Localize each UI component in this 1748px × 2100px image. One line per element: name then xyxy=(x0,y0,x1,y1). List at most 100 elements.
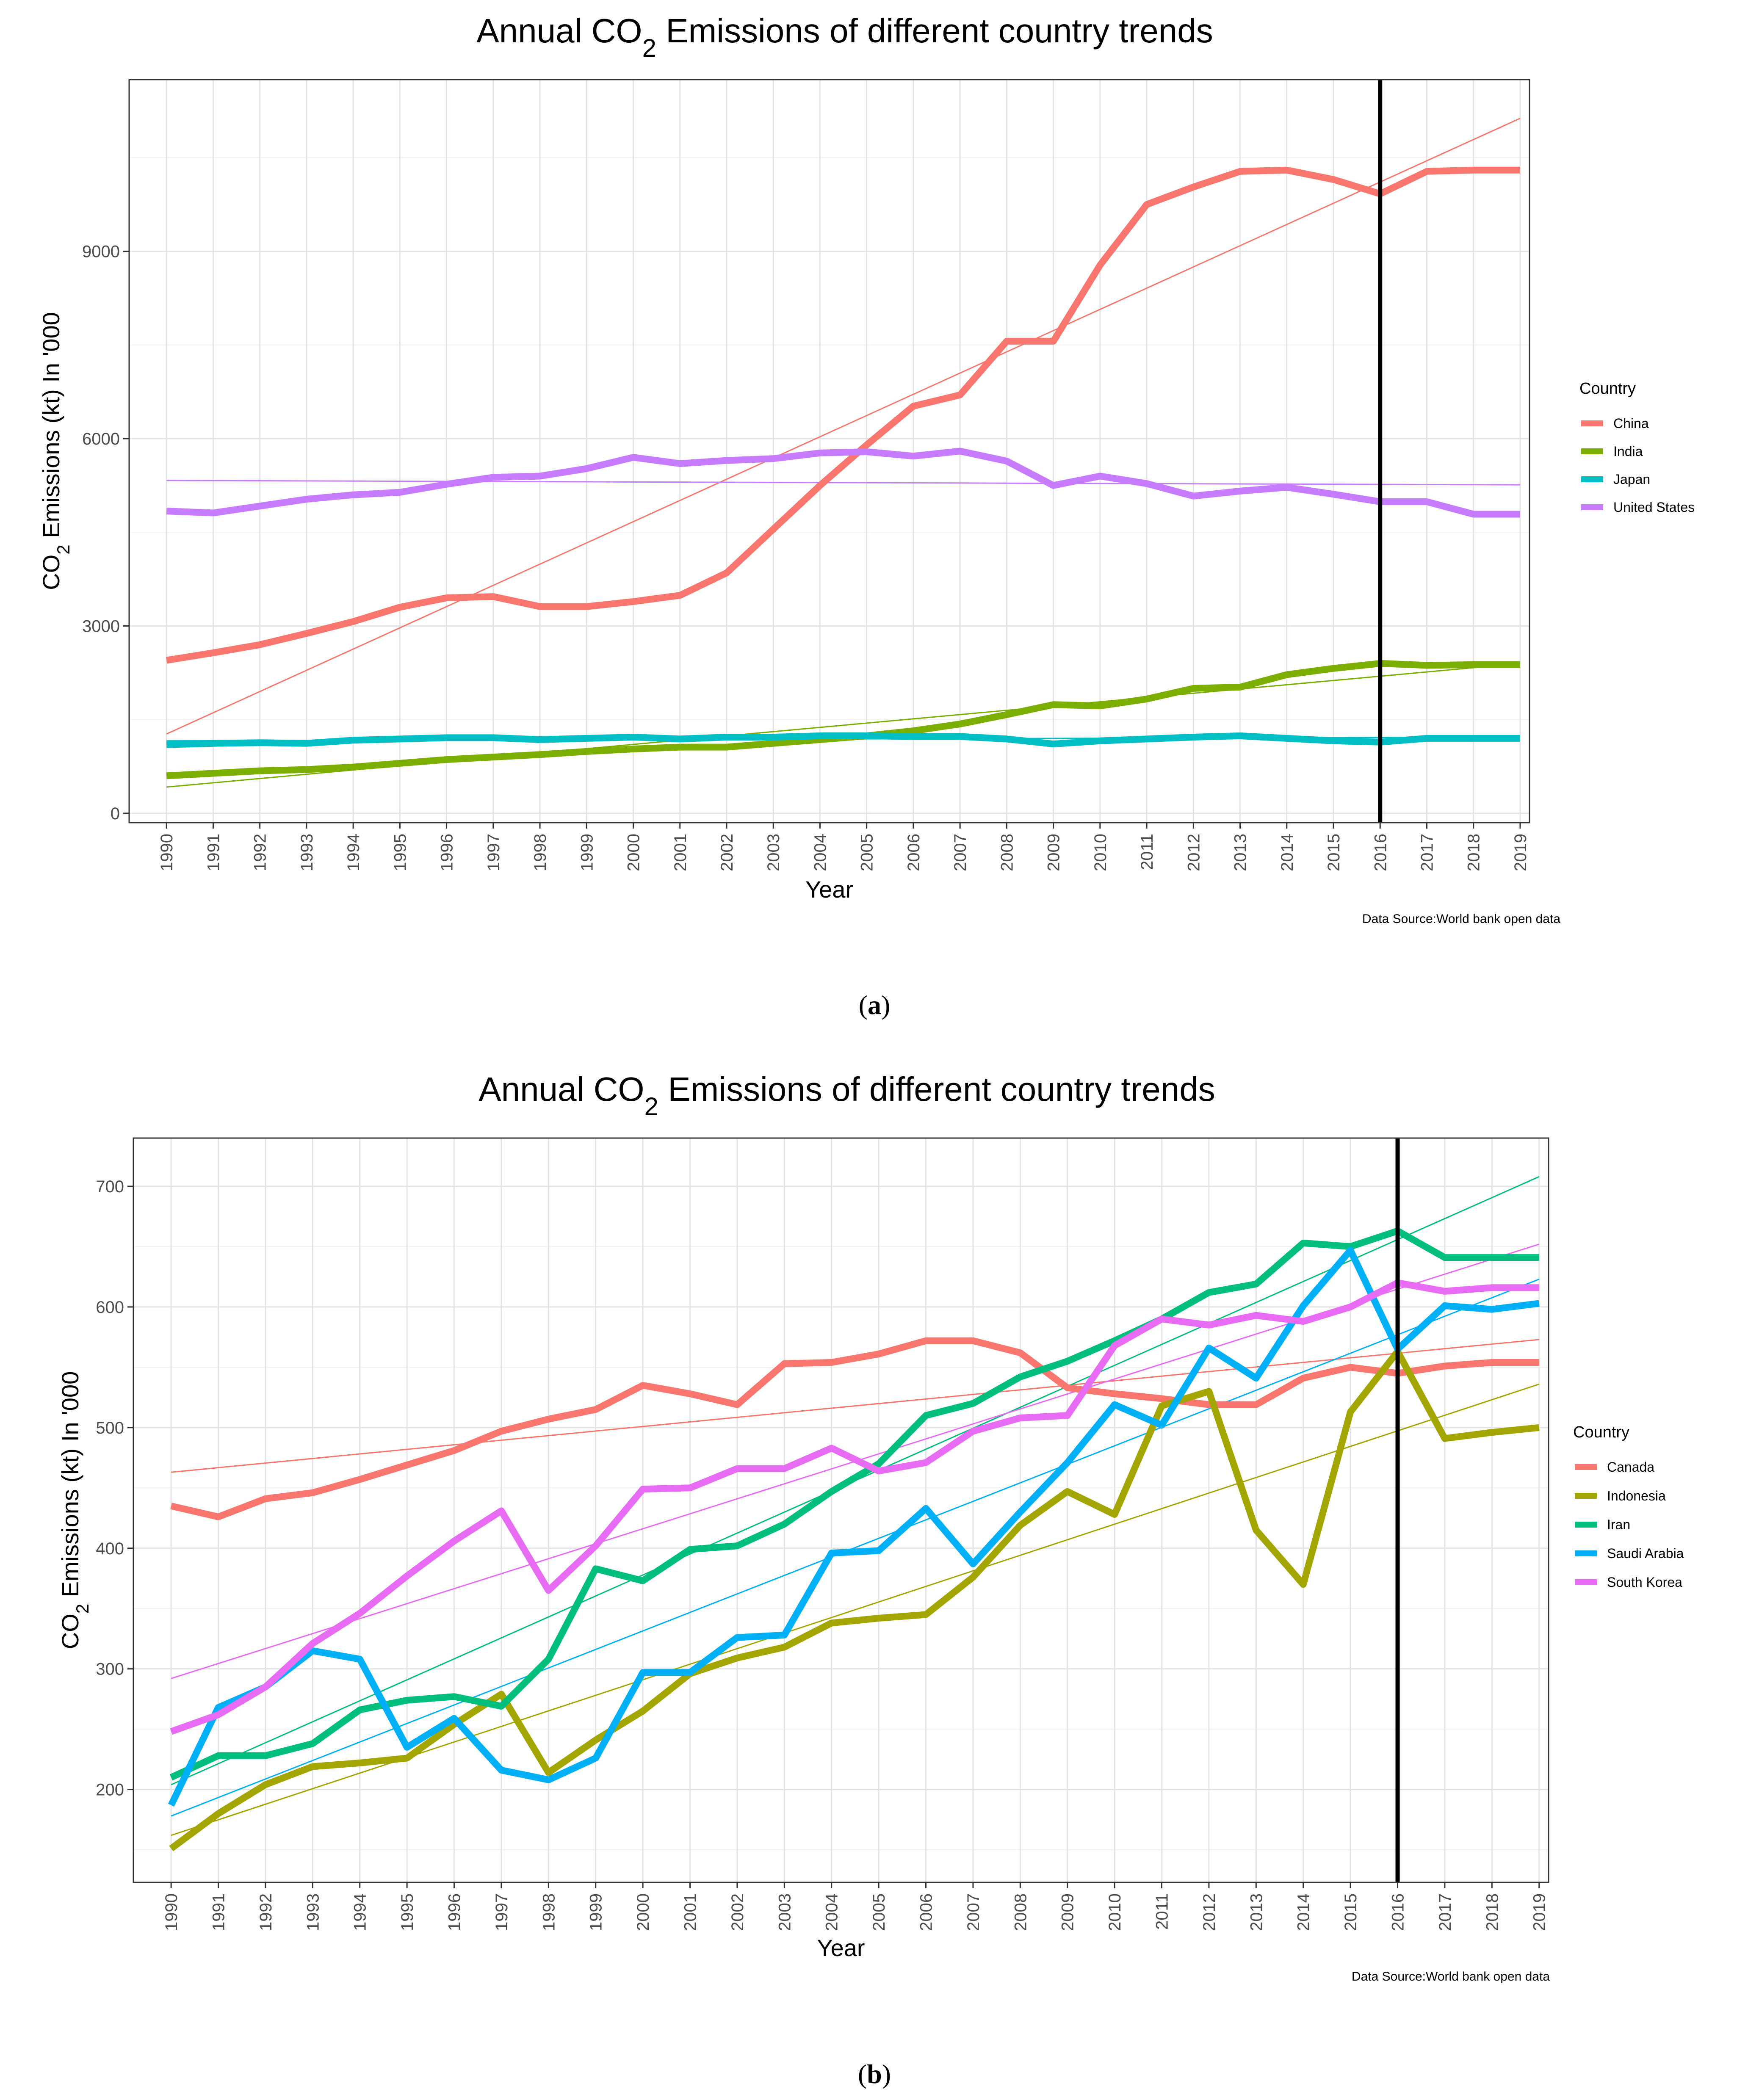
series-line-iran xyxy=(169,1227,1539,1781)
legend-label-united-states: United States xyxy=(1613,500,1695,515)
chart-title-subscript: 2 xyxy=(644,1092,658,1121)
x-tick-label: 1995 xyxy=(391,834,409,871)
x-tick-label: 2015 xyxy=(1325,834,1343,871)
subfigure-paren-open: ( xyxy=(859,990,868,1020)
x-tick-label: 1998 xyxy=(539,1893,558,1931)
y-axis-title-subscript: 2 xyxy=(72,1604,92,1614)
x-tick-label: 1992 xyxy=(257,1893,275,1931)
legend-label-south-korea: South Korea xyxy=(1607,1575,1682,1590)
series-line-saudi-arabia xyxy=(168,1247,1540,1807)
x-tick-label: 1999 xyxy=(578,834,596,871)
subfigure-paren-open: ( xyxy=(858,2059,867,2089)
x-tick-label: 2010 xyxy=(1106,1893,1124,1931)
x-tick-label: 1995 xyxy=(398,1893,417,1931)
x-tick-label: 2009 xyxy=(1059,1893,1077,1931)
x-tick-label: 2001 xyxy=(681,1893,700,1931)
x-tick-label: 2000 xyxy=(625,834,643,871)
legend-label-iran: Iran xyxy=(1607,1517,1630,1532)
subfigure-label: (b) xyxy=(858,2059,891,2089)
chart-title: Annual CO2 Emissions of different countr… xyxy=(478,1070,1215,1121)
chart-title-part-2: Emissions of different country trends xyxy=(658,1070,1215,1108)
legend-title: Country xyxy=(1573,1423,1629,1441)
subfigure-letter: a xyxy=(868,990,881,1020)
x-tick-label: 2019 xyxy=(1530,1893,1549,1931)
y-axis-title: CO2 Emissions (kt) In '000 xyxy=(38,312,73,590)
data-source-caption: Data Source:World bank open data xyxy=(1362,912,1560,926)
x-tick-label: 2009 xyxy=(1045,834,1063,871)
chart-title-subscript: 2 xyxy=(642,34,656,62)
y-tick-label: 6000 xyxy=(82,430,120,448)
x-tick-label: 2017 xyxy=(1418,834,1436,871)
series-line-indonesia xyxy=(169,1348,1540,1851)
x-tick-label: 1999 xyxy=(587,1893,606,1931)
y-tick-label: 9000 xyxy=(82,243,120,261)
plot-border xyxy=(128,79,1530,823)
x-tick-label: 1994 xyxy=(344,834,363,871)
subfigure-letter: b xyxy=(867,2059,882,2089)
legend-label-china: China xyxy=(1613,416,1649,431)
y-axis-title-part-1: CO xyxy=(38,555,64,590)
series-line-japan xyxy=(166,732,1520,748)
x-tick-label: 2008 xyxy=(998,834,1016,871)
chart-a: Annual CO2 Emissions of different countr… xyxy=(38,12,1695,1020)
x-tick-label: 1993 xyxy=(304,1893,322,1931)
series-lines xyxy=(166,166,1520,779)
subfigure-paren-close: ) xyxy=(882,2059,891,2089)
x-tick-label: 2017 xyxy=(1436,1893,1455,1931)
x-tick-label: 2007 xyxy=(964,1893,983,1931)
legend-label-indonesia: Indonesia xyxy=(1607,1488,1666,1503)
x-tick-label: 1992 xyxy=(251,834,270,871)
y-axis-title-subscript: 2 xyxy=(53,544,73,554)
x-tick-label: 1990 xyxy=(162,1893,181,1931)
x-tick-label: 2004 xyxy=(823,1893,841,1931)
y-axis-title-part-1: CO xyxy=(57,1614,83,1649)
x-axis-title: Year xyxy=(817,1934,865,1961)
x-tick-label: 1991 xyxy=(204,834,223,871)
y-axis-title: CO2 Emissions (kt) In '000 xyxy=(57,1371,92,1649)
x-tick-label: 1996 xyxy=(445,1893,464,1931)
x-tick-label: 1998 xyxy=(531,834,550,871)
x-tick-label: 2016 xyxy=(1389,1893,1408,1931)
x-tick-label: 2012 xyxy=(1200,1893,1219,1931)
legend-title: Country xyxy=(1579,380,1636,398)
x-tick-label: 2005 xyxy=(858,834,877,871)
x-tick-label: 2006 xyxy=(917,1893,936,1931)
subfigure-label: (a) xyxy=(859,990,891,1020)
x-tick-label: 2016 xyxy=(1371,834,1390,871)
x-tick-label: 2008 xyxy=(1011,1893,1030,1931)
x-tick-label: 1996 xyxy=(438,834,456,871)
legend: Country Canada Indonesia Iran Saudi Arabia So… xyxy=(1573,1423,1684,1590)
series-line-china xyxy=(166,166,1520,664)
series-line-canada xyxy=(170,1337,1539,1520)
y-tick-label: 3000 xyxy=(82,617,120,636)
legend: Country China India Japan United States xyxy=(1579,380,1695,515)
y-tick-label: 600 xyxy=(96,1298,124,1317)
x-tick-label: 2015 xyxy=(1341,1893,1360,1931)
trend-line-canada xyxy=(171,1339,1539,1473)
x-tick-label: 2004 xyxy=(811,834,830,871)
x-tick-label: 2010 xyxy=(1091,834,1110,871)
x-tick-label: 2002 xyxy=(718,834,736,871)
x-tick-label: 2014 xyxy=(1294,1893,1313,1931)
x-tick-label: 2002 xyxy=(728,1893,747,1931)
x-tick-label: 1997 xyxy=(484,834,503,871)
x-tick-label: 2007 xyxy=(951,834,970,871)
legend-label-canada: Canada xyxy=(1607,1459,1654,1475)
data-source-caption: Data Source:World bank open data xyxy=(1352,1970,1550,1984)
x-tick-label: 2018 xyxy=(1465,834,1483,871)
legend-label-india: India xyxy=(1613,444,1643,459)
y-tick-label: 500 xyxy=(96,1419,124,1437)
legend-label-japan: Japan xyxy=(1613,472,1650,487)
x-axis-title: Year xyxy=(805,876,853,903)
series-line-united-states xyxy=(166,448,1520,518)
x-tick-label: 1991 xyxy=(210,1893,228,1931)
x-tick-label: 2001 xyxy=(671,834,690,871)
chart-title: Annual CO2 Emissions of different countr… xyxy=(476,12,1213,62)
subfigure-paren-close: ) xyxy=(881,990,890,1020)
x-tick-label: 1997 xyxy=(492,1893,511,1931)
x-tick-label: 2000 xyxy=(634,1893,653,1931)
x-tick-label: 2013 xyxy=(1231,834,1250,871)
x-tick-label: 1994 xyxy=(351,1893,370,1931)
y-tick-label: 700 xyxy=(96,1177,124,1196)
